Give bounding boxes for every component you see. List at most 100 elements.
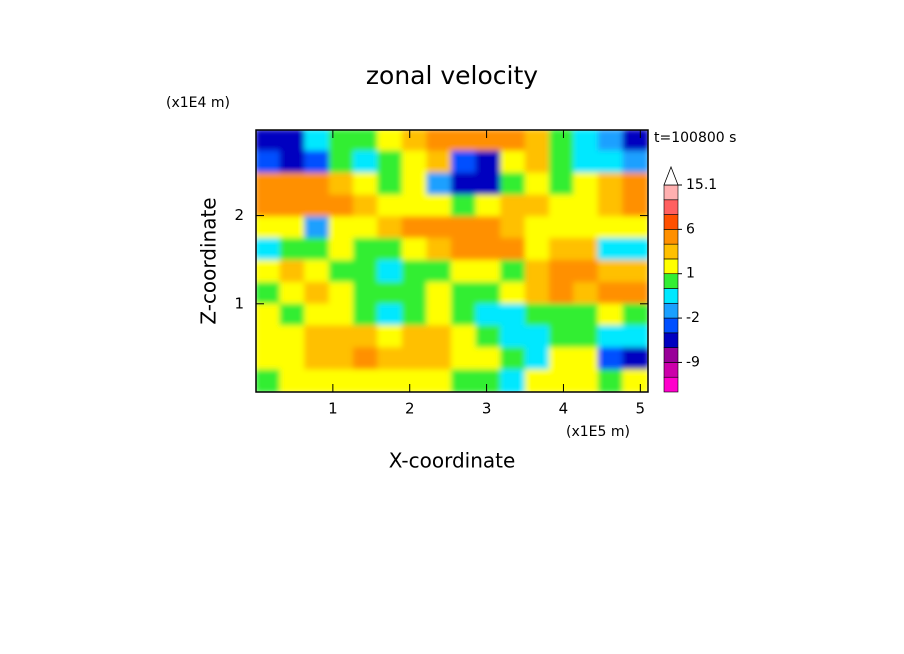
field-cell — [377, 369, 404, 392]
field-cell — [328, 216, 355, 240]
field-cell — [256, 194, 282, 219]
field-cell — [573, 347, 600, 372]
field-cell — [401, 369, 429, 392]
field-cell — [597, 172, 625, 197]
field-cell — [279, 216, 307, 240]
field-cell — [549, 216, 576, 240]
field-cell — [597, 130, 625, 153]
field-cell — [573, 194, 600, 219]
field-cell — [451, 303, 478, 328]
field-cell — [304, 150, 331, 175]
field-cell — [524, 282, 551, 306]
field-cell — [426, 150, 453, 175]
field-cell — [279, 282, 307, 306]
field-cell — [475, 150, 503, 175]
field-cell — [549, 282, 576, 306]
field-cell — [622, 282, 648, 306]
field-cell — [377, 303, 404, 328]
field-cell — [622, 303, 648, 328]
field-cell — [304, 260, 331, 285]
colorbar-tick-label: 6 — [686, 221, 695, 237]
field-cell — [401, 216, 429, 240]
field-cell — [451, 369, 478, 392]
field-cell — [597, 282, 625, 306]
field-cell — [597, 303, 625, 328]
field-cell — [279, 260, 307, 285]
field-cell — [500, 150, 527, 175]
field-cell — [304, 303, 331, 328]
field-cell — [353, 130, 380, 153]
y-tick-label: 2 — [234, 206, 244, 224]
colorbar-bin — [663, 214, 679, 230]
field-cell — [597, 237, 625, 262]
field-cell — [304, 325, 331, 350]
field-cell — [597, 216, 625, 240]
colorbar-bin — [663, 362, 679, 378]
colorbar-bin — [663, 302, 679, 319]
field-cell — [328, 325, 355, 350]
field-cell — [426, 172, 453, 197]
field-cell — [328, 150, 355, 175]
colorbar-tick-label: -9 — [686, 354, 700, 370]
field-cell — [451, 347, 478, 372]
field-cell — [622, 369, 648, 392]
y-tick-label: 1 — [234, 294, 244, 312]
field-cell — [524, 130, 551, 153]
field-cell — [622, 130, 648, 153]
field-cell — [401, 150, 429, 175]
field-cell — [426, 130, 453, 153]
field-cell — [377, 216, 404, 240]
field-cell — [328, 237, 355, 262]
field-cells — [256, 130, 648, 392]
field-cell — [426, 237, 453, 262]
field-cell — [524, 216, 551, 240]
field-cell — [304, 237, 331, 262]
colorbar-extend — [663, 165, 679, 186]
y-unit: (x1E4 m) — [166, 95, 230, 111]
colorbar-bin — [663, 376, 679, 393]
colorbar-tick-label: 15.1 — [686, 177, 717, 193]
colorbar-bin — [663, 258, 679, 275]
annotation: t=100800 s — [654, 130, 736, 146]
field-cell — [524, 237, 551, 262]
field-cell — [524, 260, 551, 285]
field-cell — [377, 260, 404, 285]
field-cell — [353, 282, 380, 306]
y-axis-label: Z-coordinate — [197, 197, 221, 324]
colorbar-tick-label: -2 — [686, 310, 700, 326]
field-cell — [426, 260, 453, 285]
field-cell — [597, 347, 625, 372]
field-cell — [549, 325, 576, 350]
field-cell — [256, 216, 282, 240]
field-cell — [256, 150, 282, 175]
field-cell — [328, 303, 355, 328]
field-cell — [500, 325, 527, 350]
field-cell — [573, 325, 600, 350]
field-cell — [353, 347, 380, 372]
field-cell — [279, 194, 307, 219]
field-cell — [500, 369, 527, 392]
field-cell — [279, 130, 307, 153]
field-cell — [573, 216, 600, 240]
field-cell — [353, 303, 380, 328]
colorbar-bin — [663, 347, 679, 363]
field-cell — [304, 194, 331, 219]
field-cell — [475, 172, 503, 197]
field-cell — [256, 325, 282, 350]
field-cell — [377, 325, 404, 350]
field-cell — [500, 347, 527, 372]
field-cell — [524, 172, 551, 197]
field-cell — [279, 150, 307, 175]
field-cell — [256, 260, 282, 285]
field-cell — [451, 216, 478, 240]
colorbar-bin — [663, 184, 679, 201]
field-cell — [573, 150, 600, 175]
field-cell — [279, 325, 307, 350]
field-cell — [573, 172, 600, 197]
field-cell — [597, 325, 625, 350]
field-cell — [475, 325, 503, 350]
colorbar-tick-label: 1 — [686, 266, 695, 282]
field-cell — [622, 172, 648, 197]
field-cell — [549, 260, 576, 285]
colorbar-bin — [663, 229, 679, 245]
